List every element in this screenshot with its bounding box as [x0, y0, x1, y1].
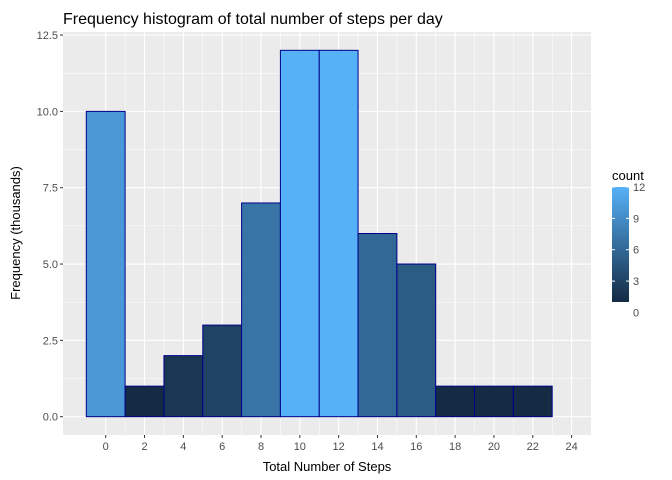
legend-ticks: 0 3 6 9 12: [612, 182, 645, 319]
x-tick-label: 20: [488, 441, 500, 453]
x-tick-label: 4: [180, 441, 186, 453]
legend-label: 12: [633, 182, 645, 194]
histogram-bar-3: [202, 324, 243, 418]
legend-label: 9: [633, 213, 639, 225]
x-tick-label: 22: [527, 441, 539, 453]
legend: count 0 3 6 9 12: [612, 168, 645, 319]
x-tick-label: 14: [371, 441, 383, 453]
y-axis: 0.0 2.5 5.0 7.5 10.0 12.5: [37, 30, 63, 424]
histogram-bars: [85, 49, 553, 418]
x-tick-label: 16: [410, 441, 422, 453]
y-tick-label: 7.5: [43, 183, 58, 195]
x-tick-label: 2: [141, 441, 147, 453]
histogram-bar-9: [435, 385, 476, 418]
histogram-bar-0: [85, 110, 126, 418]
histogram-bar-10: [474, 385, 514, 418]
histogram-bar-11: [512, 385, 553, 418]
y-tick-label: 10.0: [37, 106, 58, 118]
legend-label: 3: [633, 276, 639, 288]
histogram-bar-7: [357, 233, 398, 418]
chart-title: Frequency histogram of total number of s…: [63, 11, 443, 28]
x-tick-label: 18: [449, 441, 461, 453]
histogram-bar-5: [279, 49, 320, 418]
x-tick-label: 0: [103, 441, 109, 453]
y-tick-label: 5.0: [43, 259, 58, 271]
x-axis-title: Total Number of Steps: [263, 459, 392, 474]
x-axis: 0 2 4 6 8 10 12 14 16 18 20 22 24: [103, 435, 578, 453]
legend-label: 6: [633, 245, 639, 257]
legend-title: count: [612, 168, 644, 183]
x-tick-label: 8: [258, 441, 264, 453]
x-tick-label: 10: [294, 441, 306, 453]
histogram-bar-1: [124, 385, 165, 418]
legend-label: 0: [633, 307, 639, 319]
x-tick-label: 12: [333, 441, 345, 453]
histogram-bar-4: [241, 202, 281, 418]
x-tick-label: 6: [219, 441, 225, 453]
legend-colorbar: [612, 187, 629, 302]
histogram-bar-6: [318, 49, 359, 418]
x-tick-label: 24: [565, 441, 577, 453]
y-tick-label: 0.0: [43, 412, 58, 424]
y-tick-label: 2.5: [43, 335, 58, 347]
histogram-bar-2: [163, 355, 204, 418]
y-axis-title: Frequency (thousands): [8, 166, 23, 300]
histogram-bar-8: [396, 263, 437, 418]
y-tick-label: 12.5: [37, 30, 58, 42]
